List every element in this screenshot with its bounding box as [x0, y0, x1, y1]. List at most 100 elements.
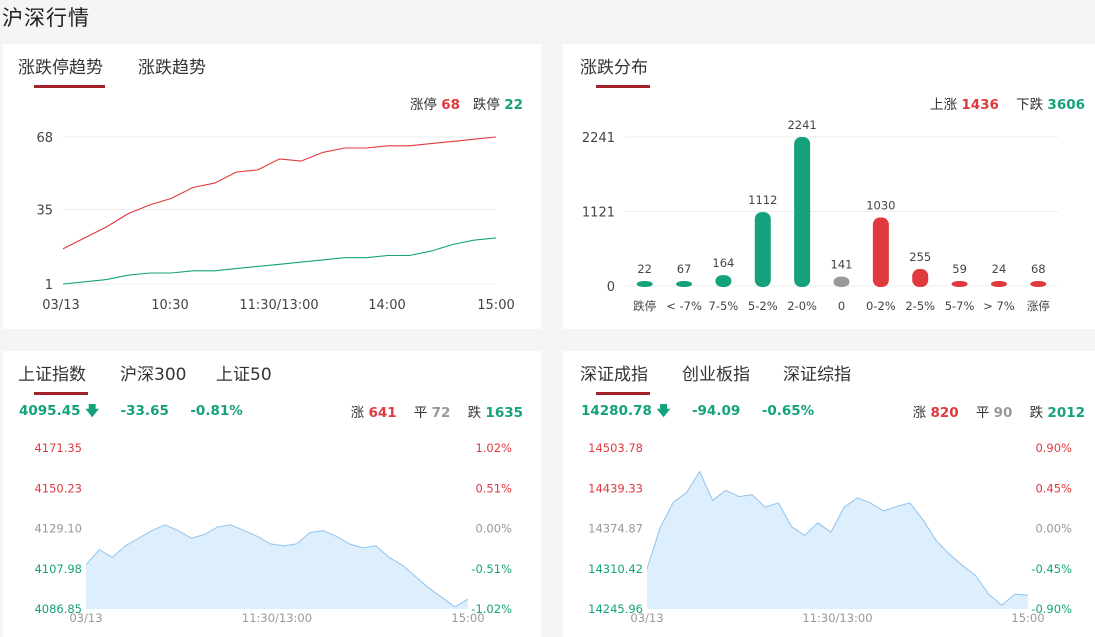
x-tick-label: 11:30/13:00 — [802, 611, 872, 625]
tab-distribution[interactable]: 涨跌分布 — [580, 53, 650, 88]
pct-tick-label: -0.90% — [1031, 602, 1072, 616]
tab-sz-composite[interactable]: 深证综指 — [783, 365, 851, 385]
pct-tick-label: 1.02% — [475, 441, 512, 455]
x-tick-label: 11:30/13:00 — [239, 298, 318, 313]
arrow-down-icon: 🡇 — [651, 403, 671, 419]
pct-tick-label: -0.51% — [471, 562, 512, 576]
sh-flat-label: 平 — [413, 405, 428, 421]
bar-value-label: 68 — [1031, 262, 1046, 276]
series-line — [62, 136, 497, 250]
bar — [715, 275, 732, 287]
distribution-chart: 2241 1121 0 22 跌停 67 < -7% 164 7-5% 1112 5-2% 2241 2… — [582, 118, 1058, 313]
tab-sh-composite[interactable]: 上证指数 — [18, 360, 88, 395]
bar-value-label: 1030 — [866, 199, 895, 213]
category-label: > 7% — [983, 299, 1015, 313]
sh-up-count: 641 — [368, 405, 397, 421]
price-tick-label: 14310.42 — [588, 562, 643, 576]
sz-down-label: 跌 — [1029, 405, 1044, 421]
pct-tick-label: 0.90% — [1035, 441, 1072, 455]
pct-tick-label: 0.45% — [1035, 481, 1072, 495]
sh-down-count: 1635 — [485, 405, 523, 421]
category-label: 2-0% — [787, 299, 817, 313]
tab-updown-trend[interactable]: 涨跌趋势 — [138, 58, 206, 78]
category-label: 涨停 — [1027, 299, 1050, 313]
category-label: 2-5% — [905, 299, 935, 313]
bar-value-label: 59 — [952, 262, 967, 276]
bar — [636, 281, 653, 287]
rise-count: 1436 — [961, 97, 999, 113]
sz-down-count: 2012 — [1047, 405, 1085, 421]
sz-price: 14280.78 — [581, 403, 652, 419]
price-tick-label: 14245.96 — [588, 602, 643, 616]
bar — [833, 276, 850, 287]
rise-label: 上涨 — [930, 97, 958, 113]
category-label: 5-7% — [945, 299, 975, 313]
sh-change-pct: -0.81% — [190, 403, 243, 419]
price-tick-label: 14374.87 — [588, 522, 643, 536]
bar — [754, 212, 771, 287]
sz-flat-count: 90 — [993, 405, 1013, 421]
x-tick-label: 15:00 — [1011, 611, 1044, 625]
bar-value-label: 24 — [992, 262, 1007, 276]
sz-change-pct: -0.65% — [761, 403, 815, 419]
limit-down-label: 跌停 — [472, 97, 500, 113]
sz-index-panel: 深证成指 创业板指 深证综指 14280.78 🡇 -94.09 -0.65% … — [563, 351, 1095, 637]
sz-up-count: 820 — [930, 405, 959, 421]
tab-sz-component[interactable]: 深证成指 — [580, 360, 650, 395]
pct-tick-label: -1.02% — [471, 602, 512, 616]
x-tick-label: 03/13 — [69, 611, 102, 625]
category-label: 跌停 — [633, 299, 656, 313]
price-tick-label: 14439.33 — [588, 481, 643, 495]
category-label: 0 — [838, 299, 845, 313]
category-label: 7-5% — [709, 299, 739, 313]
bar — [990, 281, 1007, 287]
sh-flat-count: 72 — [431, 405, 451, 421]
price-tick-label: 4129.10 — [34, 522, 82, 536]
price-tick-label: 4107.98 — [34, 562, 82, 576]
bar-value-label: 255 — [909, 250, 931, 264]
category-label: 5-2% — [748, 299, 778, 313]
distribution-stats: 上涨 1436 下跌 3606 — [930, 93, 1085, 113]
y-tick-label: 68 — [36, 131, 53, 146]
sz-flat-label: 平 — [975, 405, 990, 421]
arrow-down-icon: 🡇 — [80, 403, 100, 419]
sh-index-panel: 上证指数 沪深300 上证50 4095.45 🡇 -33.65 -0.81% … — [3, 351, 541, 637]
page-title: 沪深行情 — [2, 6, 90, 30]
fall-label: 下跌 — [1016, 97, 1044, 113]
price-line — [646, 470, 1029, 606]
price-tick-label: 4171.35 — [34, 441, 82, 455]
price-area — [647, 471, 1028, 609]
y-tick-label: 2241 — [582, 131, 615, 146]
price-tick-label: 14503.78 — [588, 441, 643, 455]
series-line — [62, 237, 497, 285]
limit-trend-panel: 涨跌停趋势 涨跌趋势 涨停 68 跌停 22 68 35 1 03/13 10:30 11… — [3, 44, 541, 329]
bar-value-label: 67 — [677, 262, 692, 276]
x-tick-label: 15:00 — [451, 611, 484, 625]
bar — [872, 217, 889, 287]
y-tick-label: 1 — [45, 278, 53, 293]
sz-quote: 14280.78 🡇 -94.09 -0.65% — [581, 401, 814, 424]
tab-csi300[interactable]: 沪深300 — [120, 365, 187, 385]
pct-tick-label: 0.51% — [475, 481, 512, 495]
y-tick-label: 35 — [36, 203, 53, 218]
fall-count: 3606 — [1047, 97, 1085, 113]
price-line — [85, 524, 469, 608]
y-tick-label: 1121 — [582, 205, 615, 220]
x-tick-label: 15:00 — [477, 298, 514, 313]
sh-up-label: 涨 — [350, 405, 365, 421]
sh-intraday-chart: 4171.35 1.02% 4150.23 0.51% 4129.10 0.00% 4107… — [34, 441, 512, 625]
tab-limit-trend[interactable]: 涨跌停趋势 — [18, 53, 105, 88]
y-tick-label: 0 — [607, 280, 615, 295]
sz-up-label: 涨 — [912, 405, 927, 421]
category-label: 0-2% — [866, 299, 896, 313]
limit-trend-chart: 68 35 1 03/13 10:30 11:30/13:00 14:00 15:00 — [36, 131, 514, 313]
price-area — [86, 524, 468, 609]
tab-sse50[interactable]: 上证50 — [216, 365, 272, 385]
sh-quote: 4095.45 🡇 -33.65 -0.81% — [19, 401, 243, 424]
pct-tick-label: -0.45% — [1031, 562, 1072, 576]
tab-chinext[interactable]: 创业板指 — [682, 365, 750, 385]
bar — [1030, 281, 1047, 287]
distribution-panel: 涨跌分布 上涨 1436 下跌 3606 2241 1121 0 22 跌停 67 < -7… — [563, 44, 1095, 329]
sh-down-label: 跌 — [467, 405, 482, 421]
sh-breadth: 涨 641 平 72 跌 1635 — [351, 401, 523, 421]
